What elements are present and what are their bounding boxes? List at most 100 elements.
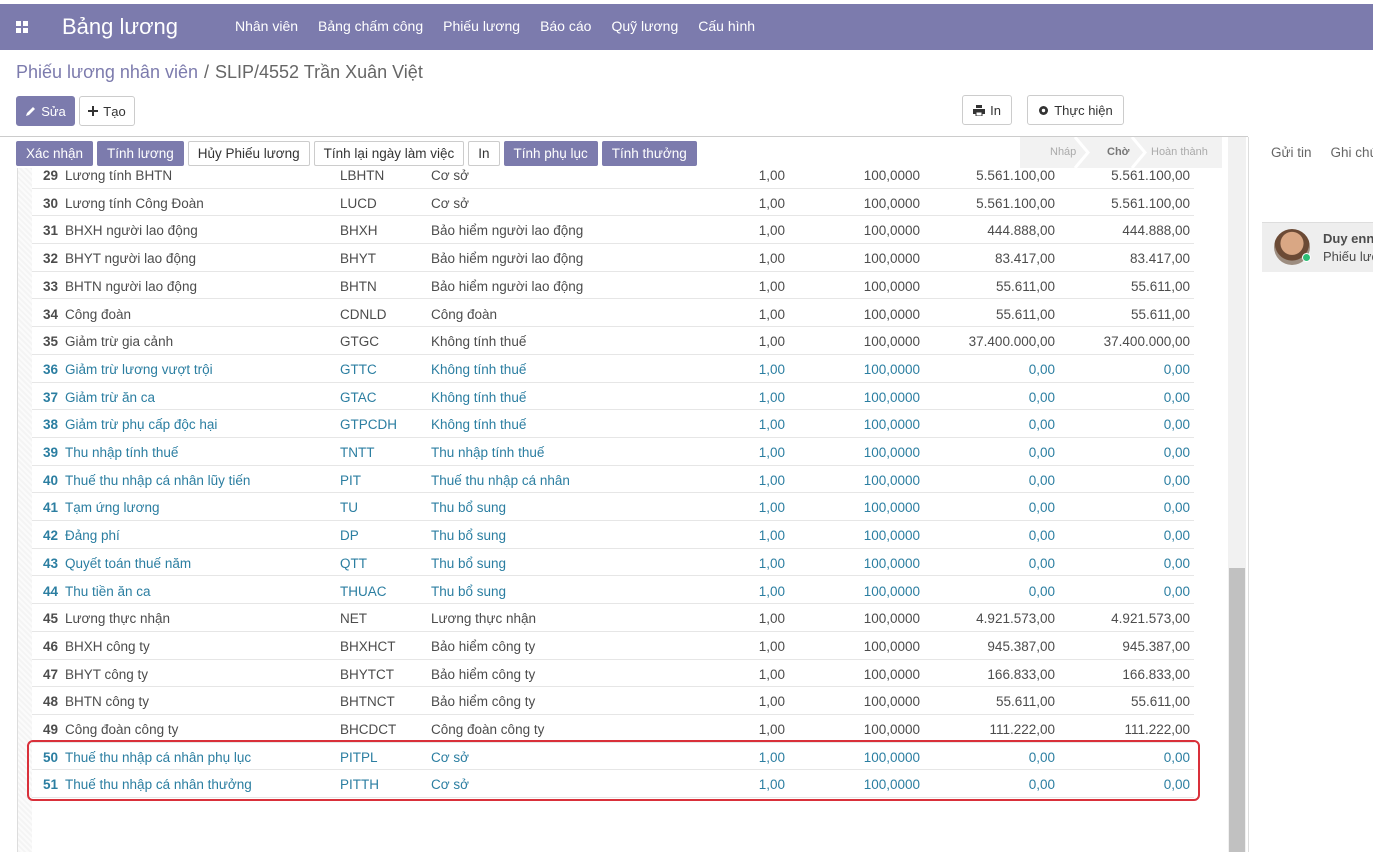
line-total: 0,00 (1163, 500, 1190, 516)
line-amount: 111.222,00 (989, 722, 1055, 737)
table-row[interactable]: 29 Lương tính BHTN LBHTN Cơ sở 1,00 100,0000 5… (32, 165, 1194, 189)
line-name: Thu nhập tính thuế (65, 445, 179, 460)
line-category: Cơ sở (431, 777, 469, 793)
breadcrumb-parent[interactable]: Phiếu lương nhân viên (16, 62, 198, 82)
line-number: 48 (42, 694, 58, 710)
action-button[interactable]: Tính phụ lục (503, 141, 598, 166)
table-row[interactable]: 51 Thuế thu nhập cá nhân thưởng PITTH Cơ sở… (32, 770, 1194, 799)
line-number: 39 (42, 445, 58, 460)
menu-item[interactable]: Quỹ lương (611, 18, 679, 34)
line-name: Thuế thu nhập cá nhân lũy tiến (65, 472, 251, 488)
line-quantity: 1,00 (758, 722, 785, 737)
line-quantity: 1,00 (758, 334, 785, 350)
table-row[interactable]: 39 Thu nhập tính thuế TNTT Thu nhập tính th… (32, 438, 1194, 466)
status-stage[interactable]: Nháp (1050, 146, 1077, 158)
chatter-divider (1248, 137, 1249, 852)
line-quantity: 1,00 (758, 306, 785, 322)
line-total: 0,00 (1163, 528, 1190, 544)
line-number: 49 (42, 722, 58, 737)
table-row[interactable]: 49 Công đoàn công ty BHCDCT Công đoàn công … (32, 715, 1194, 743)
line-total: 5.561.100,00 (1111, 168, 1190, 183)
menu-item[interactable]: Cấu hình (698, 18, 756, 34)
line-category: Công đoàn (431, 306, 498, 322)
chatter-tab[interactable]: Ghi chú (1330, 145, 1373, 160)
line-amount: 945.387,00 (987, 638, 1055, 654)
line-code: TU (340, 500, 358, 516)
app-title[interactable]: Bảng lương (62, 14, 179, 39)
apps-icon[interactable] (16, 21, 28, 33)
table-row[interactable]: 35 Giảm trừ gia cảnh GTGC Không tính thuế 1,… (32, 327, 1194, 355)
line-category: Không tính thuế (431, 417, 527, 433)
online-dot (1302, 253, 1311, 262)
action-button[interactable]: In (468, 141, 500, 166)
table-row[interactable]: 46 BHXH công ty BHXHCT Bảo hiểm công ty 1,00… (32, 632, 1194, 660)
menu-item[interactable]: Nhân viên (235, 18, 299, 34)
table-row[interactable]: 50 Thuế thu nhập cá nhân phụ lục PITPL Cơ s… (32, 743, 1194, 771)
line-quantity: 1,00 (758, 749, 785, 765)
action-button[interactable]: Thực hiện (1027, 95, 1124, 125)
line-name: Thuế thu nhập cá nhân thưởng (65, 777, 252, 793)
table-row[interactable]: 33 BHTN người lao động BHTN Bảo hiểm người … (32, 272, 1194, 300)
chatter-tab[interactable]: Gửi tin (1271, 145, 1312, 160)
line-code: LUCD (340, 195, 377, 211)
action-button[interactable]: Tính lương (97, 141, 184, 166)
line-amount: 55.611,00 (995, 306, 1055, 322)
edit-button[interactable]: Sửa (16, 96, 75, 126)
table-row[interactable]: 45 Lương thực nhận NET Lương thực nhận 1,00 1… (32, 604, 1194, 632)
action-button[interactable]: Tính lại ngày làm việc (313, 141, 465, 166)
action-button[interactable]: Xác nhận (16, 141, 94, 166)
menu-item[interactable]: Báo cáo (540, 18, 592, 34)
table-row[interactable]: 42 Đảng phí DP Thu bổ sung 1,00 100,0000 0,00 0… (32, 521, 1194, 549)
line-rate: 100,0000 (863, 694, 920, 710)
line-amount: 55.611,00 (995, 278, 1055, 294)
scrollbar-thumb[interactable] (1229, 568, 1245, 852)
line-total: 5.561.100,00 (1111, 195, 1190, 211)
line-quantity: 1,00 (758, 555, 785, 571)
table-row[interactable]: 41 Tạm ứng lương TU Thu bổ sung 1,00 100,0000… (32, 493, 1194, 522)
line-rate: 100,0000 (863, 777, 920, 793)
table-row[interactable]: 43 Quyết toán thuế năm QTT Thu bổ sung 1,00 1… (32, 549, 1194, 577)
line-name: Lương tính Công Đoàn (65, 195, 204, 211)
line-name: Công đoàn công ty (65, 722, 179, 737)
table-row[interactable]: 36 Giảm trừ lương vượt trội GTTC Không tính… (32, 355, 1194, 383)
print-label: In (990, 102, 1001, 118)
status-stage[interactable]: Chờ (1107, 146, 1130, 158)
table-row[interactable]: 47 BHYT công ty BHYTCT Bảo hiểm công ty 1,00… (32, 660, 1194, 688)
message-author[interactable]: Duy enn (1323, 231, 1373, 246)
line-category: Thuế thu nhập cá nhân (431, 472, 570, 488)
table-row[interactable]: 37 Giảm trừ ăn ca GTAC Không tính thuế 1,00 1… (32, 383, 1194, 411)
create-button[interactable]: Tạo (79, 96, 135, 126)
table-row[interactable]: 30 Lương tính Công Đoàn LUCD Cơ sở 1,00 100,0… (32, 189, 1194, 217)
line-amount: 0,00 (1028, 389, 1055, 405)
line-total: 55.611,00 (1130, 306, 1190, 322)
line-category: Công đoàn công ty (431, 722, 545, 737)
line-amount: 0,00 (1028, 472, 1055, 488)
table-row[interactable]: 32 BHYT người lao động BHYT Bảo hiểm người … (32, 244, 1194, 272)
line-amount: 0,00 (1028, 500, 1055, 516)
table-row[interactable]: 38 Giảm trừ phụ cấp độc hại GTPCDH Không tí… (32, 410, 1194, 438)
line-amount: 0,00 (1028, 417, 1055, 433)
table-row[interactable]: 44 Thu tiền ăn ca THUAC Thu bổ sung 1,00 100,… (32, 577, 1194, 605)
table-row[interactable]: 31 BHXH người lao động BHXH Bảo hiểm người … (32, 216, 1194, 245)
line-quantity: 1,00 (758, 611, 785, 627)
line-amount: 4.921.573,00 (976, 611, 1055, 627)
line-name: Quyết toán thuế năm (65, 555, 192, 571)
pencil-icon (26, 106, 36, 116)
line-total: 111.222,00 (1124, 722, 1190, 737)
line-name: Lương thực nhận (65, 611, 170, 627)
table-row[interactable]: 34 Công đoàn CDNLD Công đoàn 1,00 100,0000 55.… (32, 300, 1194, 328)
menu-item[interactable]: Phiếu lương (443, 18, 521, 34)
action-button[interactable]: Tính thưởng (601, 141, 697, 166)
menu-item[interactable]: Bảng chấm công (318, 18, 424, 34)
line-rate: 100,0000 (863, 251, 920, 267)
table-row[interactable]: 48 BHTN công ty BHTNCT Bảo hiểm công ty 1,00… (32, 687, 1194, 715)
print-button[interactable]: In (962, 95, 1012, 125)
line-rate: 100,0000 (863, 334, 920, 350)
status-stage[interactable]: Hoàn thành (1151, 146, 1208, 158)
line-number: 43 (42, 555, 58, 571)
action-button[interactable]: Hủy Phiếu lương (187, 141, 310, 166)
line-amount: 444.888,00 (987, 223, 1055, 239)
line-amount: 37.400.000,00 (968, 334, 1055, 350)
line-code: PITPL (340, 749, 378, 765)
table-row[interactable]: 40 Thuế thu nhập cá nhân lũy tiến PIT Thuế … (32, 466, 1194, 494)
